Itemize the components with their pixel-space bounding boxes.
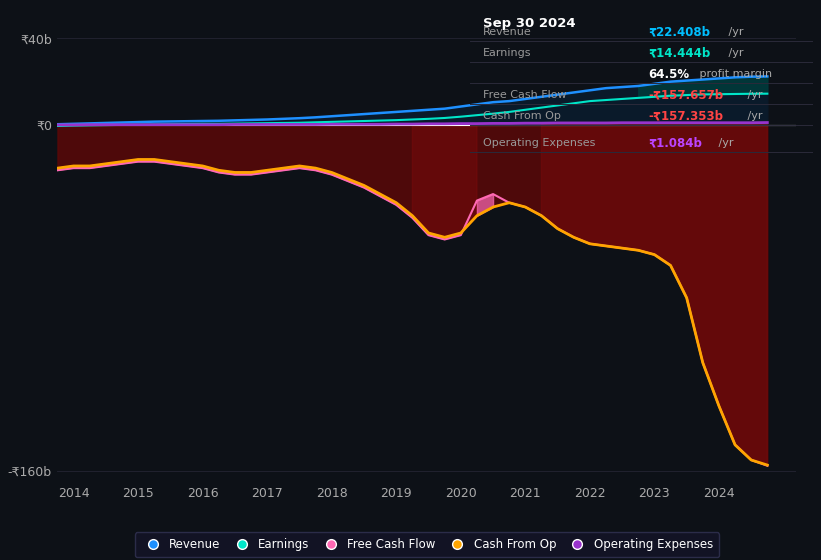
Text: Operating Expenses: Operating Expenses <box>484 138 596 148</box>
Text: -₹157.353b: -₹157.353b <box>648 110 723 123</box>
Text: Free Cash Flow: Free Cash Flow <box>484 90 567 100</box>
Text: ₹22.408b: ₹22.408b <box>648 26 710 39</box>
Text: profit margin: profit margin <box>696 69 773 79</box>
Text: Revenue: Revenue <box>484 27 532 37</box>
Text: /yr: /yr <box>744 90 763 100</box>
Text: ₹1.084b: ₹1.084b <box>648 137 702 150</box>
Text: -₹157.657b: -₹157.657b <box>648 88 723 101</box>
Text: Cash From Op: Cash From Op <box>484 111 562 121</box>
Text: /yr: /yr <box>725 27 744 37</box>
Text: Sep 30 2024: Sep 30 2024 <box>484 16 576 30</box>
Text: ₹14.444b: ₹14.444b <box>648 46 710 59</box>
Text: /yr: /yr <box>725 48 744 58</box>
Text: Earnings: Earnings <box>484 48 532 58</box>
Text: /yr: /yr <box>715 138 734 148</box>
Text: /yr: /yr <box>744 111 763 121</box>
Text: 64.5%: 64.5% <box>648 68 689 81</box>
Legend: Revenue, Earnings, Free Cash Flow, Cash From Op, Operating Expenses: Revenue, Earnings, Free Cash Flow, Cash … <box>135 532 719 557</box>
